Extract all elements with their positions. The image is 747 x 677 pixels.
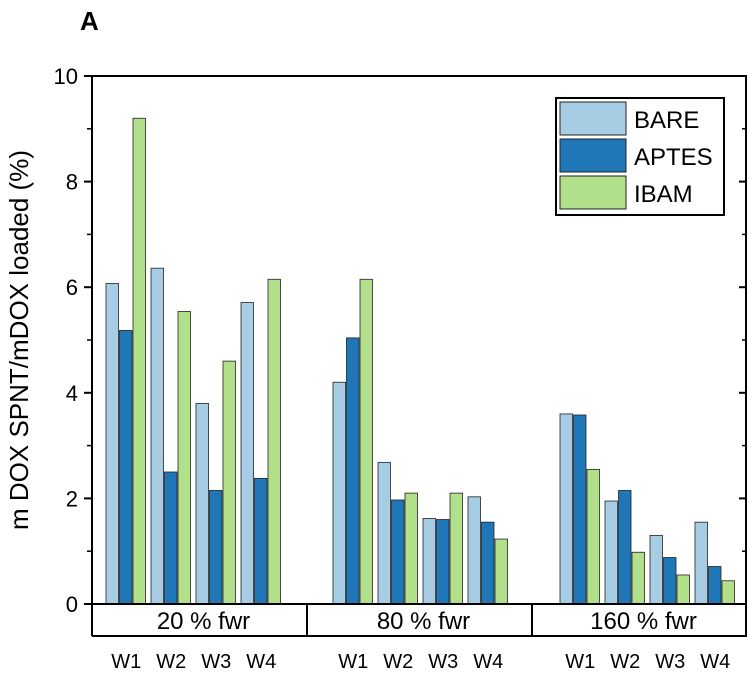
bar (649, 534, 663, 605)
bar (254, 477, 268, 605)
bar (105, 283, 119, 605)
y-tick-label: 10 (54, 64, 78, 89)
bar (449, 492, 463, 605)
group-label: 80 % fwr (377, 608, 470, 635)
x-tick-label: W1 (338, 651, 368, 673)
bar (209, 490, 223, 605)
bar (150, 267, 164, 605)
bar (559, 413, 573, 605)
x-tick-label: W4 (473, 651, 503, 673)
bar (132, 117, 146, 605)
group-label: 160 % fwr (590, 608, 697, 635)
x-tick-label: W3 (201, 651, 231, 673)
bar (676, 574, 690, 605)
bar (604, 500, 618, 605)
x-tick-label: W4 (246, 651, 276, 673)
bar (494, 538, 508, 605)
bar (631, 551, 645, 605)
x-tick-label: W2 (156, 651, 186, 673)
legend-label: IBAM (634, 181, 693, 208)
legend-label: BARE (634, 107, 699, 134)
x-tick-label: W2 (383, 651, 413, 673)
bar (573, 414, 587, 605)
legend-swatch (559, 138, 627, 173)
x-tick-label: W3 (428, 651, 458, 673)
bar (481, 521, 495, 605)
bar (346, 337, 360, 605)
bar (119, 330, 133, 605)
group-label: 20 % fwr (157, 608, 250, 635)
panel-label: A (80, 6, 99, 36)
x-tick-label: W1 (111, 651, 141, 673)
bar (586, 468, 600, 605)
x-tick-label: W2 (610, 651, 640, 673)
y-tick-label: 8 (66, 170, 78, 195)
bar (708, 566, 722, 605)
bar (359, 278, 373, 605)
y-tick-label: 0 (66, 592, 78, 617)
bar (164, 471, 178, 605)
bar (404, 492, 418, 605)
y-tick-label: 6 (66, 275, 78, 300)
x-tick-label: W1 (565, 651, 595, 673)
y-tick-label: 2 (66, 486, 78, 511)
y-axis-title: m DOX SPNT/mDOX loaded (%) (4, 150, 34, 530)
y-tick-label: 4 (66, 381, 78, 406)
bar (240, 302, 254, 605)
bar (721, 580, 735, 605)
bar (391, 499, 405, 605)
bar (222, 360, 236, 605)
bar (332, 381, 346, 605)
bar (377, 462, 391, 605)
bar (267, 278, 281, 605)
legend: BARE APTES IBAM (555, 97, 725, 216)
bar (177, 311, 191, 605)
bar (436, 519, 450, 605)
x-tick-label: W4 (700, 651, 730, 673)
bar (195, 402, 209, 605)
legend-label: APTES (634, 144, 713, 171)
x-tick-label: W3 (655, 651, 685, 673)
bar (618, 490, 632, 605)
axes: 0 2 4 6 8 10 (54, 64, 747, 617)
bar (467, 496, 481, 605)
bar (663, 557, 677, 605)
bar (422, 518, 436, 605)
bar (694, 521, 708, 605)
legend-swatch (559, 101, 627, 136)
legend-swatch (559, 175, 627, 210)
